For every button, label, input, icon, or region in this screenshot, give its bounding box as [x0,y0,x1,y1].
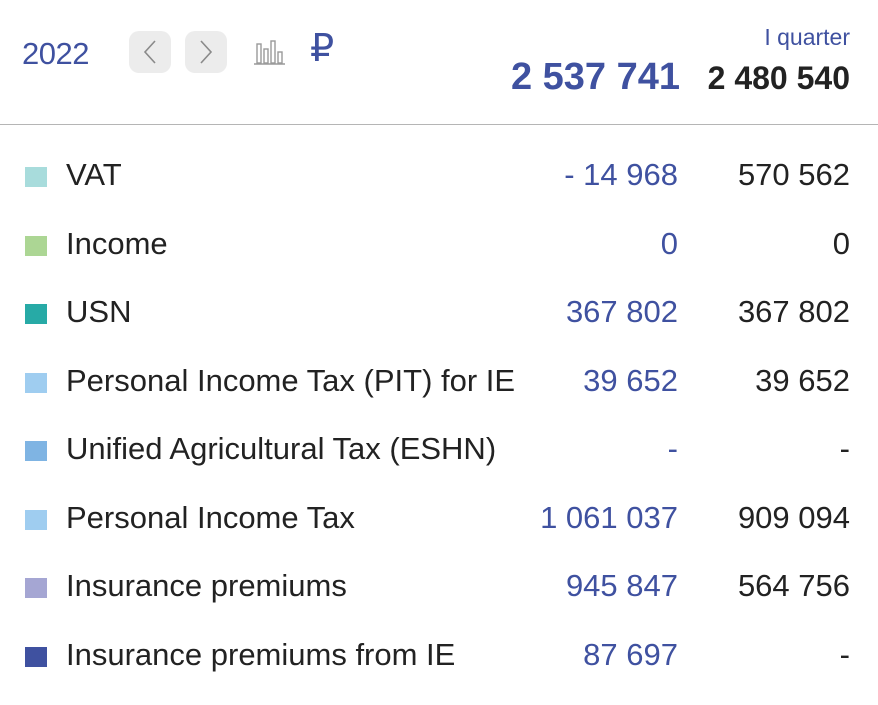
tax-plan-value: 1 061 037 [540,499,678,535]
currency-ruble-icon[interactable]: ₽ [310,28,335,70]
list-item[interactable]: Income 0 0 [0,211,878,280]
total-fact-value: 2 480 540 [707,60,850,96]
tax-fact-value: - [839,431,850,466]
tax-plan-value: 39 652 [583,362,678,398]
color-swatch [25,167,47,187]
tax-plan-value: - [667,431,678,466]
period-label: I quarter [764,24,850,50]
total-plan-value: 2 537 741 [510,56,680,98]
tax-name: Insurance premiums from IE [66,636,456,672]
tax-name: Insurance premiums [66,568,347,603]
color-swatch [25,304,47,324]
tax-plan-value: 945 847 [565,568,678,603]
tax-fact-value: 570 562 [737,157,850,192]
tax-name: USN [66,294,132,329]
list-item[interactable]: Insurance premiums from IE 87 697 - [0,622,878,691]
tax-plan-value: 87 697 [583,636,678,672]
list-item[interactable]: Insurance premiums 945 847 564 756 [0,553,878,622]
list-item[interactable]: Personal Income Tax (PIT) for IE 39 652 39… [0,348,878,417]
color-swatch [25,235,47,256]
tax-name: Personal Income Tax (PIT) for IE [66,362,516,398]
chevron-right-icon [200,40,213,64]
tax-fact-value: 564 756 [737,568,850,603]
next-period-button[interactable] [185,31,227,73]
list-item[interactable]: USN 367 802 367 802 [0,279,878,348]
color-swatch [25,372,47,393]
header: 2022 ₽ I quarter 2 537 741 2 480 540 [0,0,878,125]
prev-period-button[interactable] [129,31,171,73]
tax-fact-value: 0 [832,225,850,261]
tax-fact-value: 367 802 [737,294,850,329]
color-swatch [25,646,47,667]
year-label[interactable]: 2022 [22,36,89,71]
tax-name: Personal Income Tax [66,499,355,535]
tax-fact-value: - [839,636,850,672]
tax-fact-value: 909 094 [737,499,850,535]
tax-plan-value: - 14 968 [564,157,678,192]
bar-chart-icon[interactable] [253,38,286,66]
list-item[interactable]: Unified Agricultural Tax (ESHN) - - [0,416,878,485]
list-item[interactable]: VAT - 14 968 570 562 [0,142,878,211]
tax-plan-value: 0 [660,225,678,261]
tax-name: VAT [66,157,122,192]
tax-name: Income [66,225,168,261]
tax-plan-value: 367 802 [565,294,678,329]
color-swatch [25,441,47,461]
tax-list: VAT - 14 968 570 562 Income 0 0 USN 367 802 367 … [0,142,878,690]
color-swatch [25,509,47,530]
color-swatch [25,578,47,598]
chevron-left-icon [143,40,156,64]
tax-fact-value: 39 652 [755,362,850,398]
tax-name: Unified Agricultural Tax (ESHN) [66,431,497,466]
list-item[interactable]: Personal Income Tax 1 061 037 909 094 [0,485,878,554]
